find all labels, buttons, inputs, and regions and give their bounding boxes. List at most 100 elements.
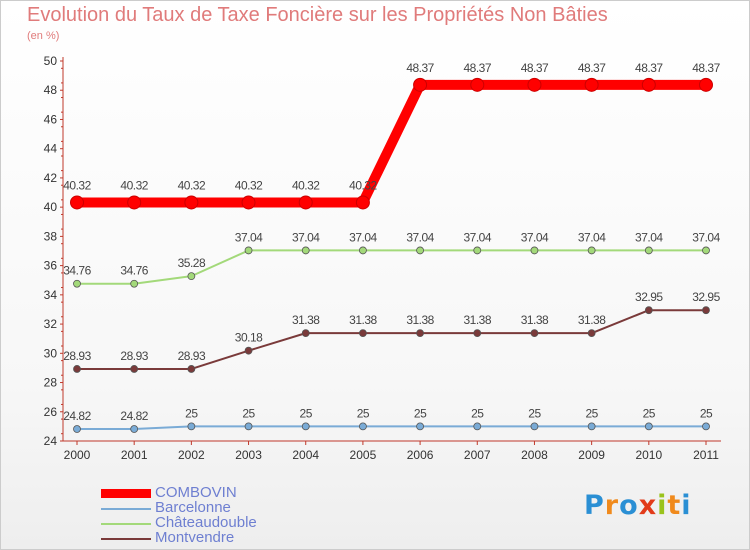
chart-unit-label: (en %) (27, 30, 60, 42)
data-point-montvendre (587, 329, 596, 338)
data-point-montvendre (73, 365, 81, 373)
data-point-barcelonne (644, 422, 653, 431)
y-tick-label: 30 (44, 346, 58, 360)
y-tick-label: 32 (44, 317, 58, 331)
logo-letter: r (604, 490, 620, 521)
data-label-montvendre: 31.38 (464, 313, 492, 327)
data-label-barcelonne: 25 (414, 406, 427, 420)
x-tick-label: 2006 (407, 448, 434, 462)
data-point-combovin (127, 195, 142, 210)
logo-letter: x (638, 490, 658, 521)
x-tick-label: 2007 (464, 448, 491, 462)
y-tick-label: 28 (44, 376, 58, 390)
x-tick-label: 2000 (64, 448, 91, 462)
x-tick-label: 2004 (292, 448, 319, 462)
data-label-montvendre: 32.95 (692, 290, 720, 304)
data-point-barcelonne (301, 422, 310, 431)
x-tick-label: 2003 (235, 448, 262, 462)
data-label-chateaudouble: 37.04 (578, 230, 606, 244)
data-label-barcelonne: 25 (242, 406, 255, 420)
data-label-montvendre: 28.93 (178, 349, 206, 363)
data-point-combovin (584, 77, 599, 92)
data-label-chateaudouble: 37.04 (406, 230, 434, 244)
y-tick-label: 48 (44, 83, 58, 97)
data-point-barcelonne (130, 425, 139, 433)
data-point-montvendre (473, 329, 482, 338)
data-label-combovin: 40.32 (63, 178, 91, 192)
y-tick-label: 44 (44, 142, 58, 156)
series-line-chateaudouble (76, 249, 707, 285)
data-label-combovin: 48.37 (635, 61, 663, 75)
data-point-barcelonne (359, 422, 367, 431)
data-label-combovin: 48.37 (464, 61, 492, 75)
data-label-montvendre: 32.95 (635, 290, 663, 304)
data-point-chateaudouble (73, 279, 81, 288)
data-label-chateaudouble: 37.04 (349, 230, 377, 244)
x-tick-label: 2010 (635, 448, 662, 462)
data-point-chateaudouble (644, 246, 653, 255)
x-tick-label: 2009 (578, 448, 605, 462)
data-point-combovin (641, 77, 656, 92)
logo-letter: P (584, 490, 605, 521)
x-tick-label: 2005 (350, 448, 377, 462)
legend-swatch-barcelonne (101, 508, 151, 510)
data-point-combovin (470, 77, 485, 92)
data-point-montvendre (644, 306, 653, 315)
data-label-chateaudouble: 37.04 (521, 230, 549, 244)
data-label-barcelonne: 25 (528, 406, 541, 420)
data-label-combovin: 40.32 (349, 178, 377, 192)
data-point-barcelonne (187, 422, 196, 431)
data-label-chateaudouble: 34.76 (63, 264, 91, 278)
data-label-barcelonne: 25 (300, 406, 313, 420)
data-point-chateaudouble (187, 272, 196, 281)
data-point-barcelonne (530, 422, 539, 431)
proxiti-logo: Proxiti (584, 490, 692, 521)
data-label-chateaudouble: 37.04 (635, 230, 663, 244)
data-point-barcelonne (702, 422, 710, 431)
data-point-barcelonne (587, 422, 596, 431)
x-tick-label: 2011 (693, 448, 719, 462)
data-label-combovin: 40.32 (178, 178, 206, 192)
data-point-montvendre (130, 365, 139, 373)
legend-label-chateaudouble: Châteaudouble (155, 514, 257, 531)
data-point-combovin (70, 195, 84, 210)
data-point-chateaudouble (301, 246, 310, 255)
data-label-montvendre: 28.93 (63, 349, 91, 363)
logo-letter: o (619, 490, 639, 521)
data-label-combovin: 40.32 (292, 178, 320, 192)
data-point-montvendre (530, 329, 539, 338)
data-label-barcelonne: 25 (585, 406, 598, 420)
y-tick-label: 34 (44, 288, 58, 302)
logo-letter: t (667, 490, 682, 521)
data-label-barcelonne: 25 (185, 406, 198, 420)
data-point-combovin (241, 195, 256, 210)
series-line-combovin (72, 79, 711, 208)
data-point-barcelonne (244, 422, 253, 431)
data-point-combovin (527, 77, 542, 92)
data-point-montvendre (244, 346, 253, 355)
data-label-combovin: 40.32 (235, 178, 263, 192)
data-point-barcelonne (473, 422, 482, 431)
data-label-montvendre: 31.38 (521, 313, 549, 327)
legend-label-barcelonne: Barcelonne (155, 499, 231, 516)
data-label-chateaudouble: 37.04 (464, 230, 492, 244)
data-point-chateaudouble (702, 246, 710, 255)
data-point-combovin (184, 195, 199, 210)
data-point-chateaudouble (473, 246, 482, 255)
data-point-barcelonne (73, 425, 81, 433)
data-label-montvendre: 28.93 (120, 349, 148, 363)
x-tick-label: 2001 (121, 448, 148, 462)
data-label-chateaudouble: 37.04 (292, 230, 320, 244)
data-label-combovin: 48.37 (406, 61, 434, 75)
data-label-chateaudouble: 37.04 (235, 230, 263, 244)
data-label-barcelonne: 25 (357, 406, 370, 420)
y-tick-label: 36 (44, 259, 58, 273)
y-tick-label: 42 (44, 171, 58, 185)
data-point-combovin (699, 77, 713, 92)
data-point-chateaudouble (587, 246, 596, 255)
y-tick-label: 24 (44, 434, 58, 448)
y-tick-label: 40 (44, 200, 58, 214)
y-tick-label: 46 (44, 112, 58, 126)
